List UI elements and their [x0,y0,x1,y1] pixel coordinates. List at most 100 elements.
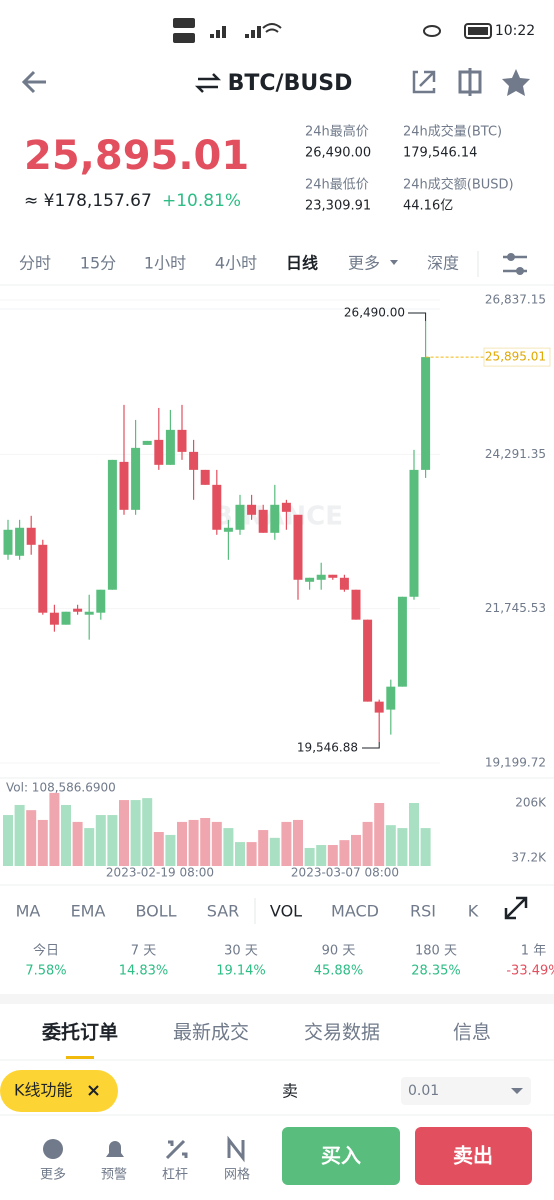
volume-tick-label: 37.2K [511,851,547,865]
back-button[interactable] [21,70,46,94]
indicator-tab[interactable]: VOL [270,902,302,921]
candle-body [212,484,222,530]
section-tab[interactable]: 交易数据 [304,1022,380,1044]
cny-price: ≈ ¥178,157.67 [24,191,152,211]
section-tab[interactable]: 委托订单 [41,1021,118,1044]
compare-icon[interactable] [458,68,482,96]
settings-icon [507,253,515,261]
indicator-tab[interactable]: BOLL [135,902,176,921]
order-side: 卖 [282,1082,298,1101]
kline-chip[interactable] [0,1070,118,1112]
candle-body [339,577,349,590]
volume-bar [327,845,338,866]
sell-button[interactable] [415,1127,532,1185]
candle-body [15,527,25,556]
interval-tab[interactable]: 4小时 [215,254,257,273]
section-tab[interactable]: 最新成交 [173,1022,249,1044]
sell-label: 卖出 [453,1144,493,1168]
nav-label[interactable]: 杠杆 [162,1167,188,1183]
period-change: 28.35% [411,964,461,979]
candle-body [374,701,384,713]
amount-select[interactable] [401,1077,531,1105]
candle-body [363,619,373,702]
candle-body [189,451,199,470]
candle-body [119,461,129,510]
volume-bar [165,834,176,866]
eye-icon [423,25,441,37]
battery-icon [464,23,492,39]
interval-tab[interactable]: 深度 [427,254,459,273]
volume-bar [153,831,164,866]
candle-body [328,574,338,578]
chip-close[interactable] [88,1085,99,1096]
interval-tab[interactable]: 日线 [286,254,318,273]
volume-bar [188,819,199,866]
signal-icon [245,26,261,38]
battery-level [468,27,488,35]
nav-label[interactable]: 预警 [101,1167,127,1183]
leverage-icon[interactable] [165,1139,188,1160]
candle-body [38,544,48,613]
indicator-tab[interactable]: MA [16,902,41,921]
period-change: 19.14% [216,964,266,979]
date-label: 2023-03-07 08:00 [291,866,399,880]
stat-value: 26,490.00 [305,146,371,161]
volume-bar [107,815,118,866]
high-label: 26,490.00 [344,306,405,320]
last-price-tag [483,347,551,367]
signal-icon [210,26,226,38]
indicator-tab[interactable]: K [468,902,479,921]
candle-body [281,502,291,512]
last-price-label: 25,895.01 [485,350,546,364]
y-tick-label: 26,837.15 [485,293,546,307]
share-icon[interactable] [412,70,436,94]
stat-value: 179,546.14 [403,146,477,161]
candle-body [142,440,152,445]
candle-body [397,596,407,687]
period-change: 14.83% [119,964,169,979]
favorite-icon[interactable] [502,69,530,96]
period-label: 1 年 [521,944,546,959]
interval-tab[interactable]: 1小时 [144,254,186,273]
indicator-tab[interactable]: MACD [331,902,379,921]
candle-body [49,612,59,625]
interval-tab[interactable]: 15分 [80,254,116,273]
interval-tab[interactable]: 更多 [348,254,380,273]
wifi-icon [262,23,282,33]
volume-bar [362,821,373,866]
volume-bar [142,798,153,866]
low-marker [362,741,380,749]
indicator-tab[interactable]: SAR [207,902,240,921]
nav-label[interactable]: 网格 [224,1167,250,1183]
nav-label[interactable]: 更多 [40,1167,66,1183]
volume-bar [37,819,48,866]
indicator-tab[interactable]: RSI [410,902,436,921]
y-tick-label: 24,291.35 [485,447,546,461]
separator [0,994,554,1004]
indicator-tab[interactable]: EMA [71,902,106,921]
candle-body [154,439,164,465]
volume-bar [211,821,222,866]
buy-button[interactable] [282,1127,400,1185]
section-tab[interactable]: 信息 [453,1022,491,1044]
candle-body [165,429,175,465]
candle-body [421,357,431,470]
candle-body [96,589,106,613]
grid-icon[interactable] [227,1135,245,1163]
volume-bar [200,817,211,866]
volume-bar [420,828,431,866]
candle-body [3,529,13,555]
alert-icon[interactable] [106,1141,124,1157]
stat-label: 24h最低价 [305,178,369,193]
volume-bar [351,834,361,866]
swap-icon[interactable] [194,73,222,93]
candle-body [316,574,326,580]
fullscreen-icon[interactable] [504,896,528,920]
volume-bar [95,815,106,866]
candle-body [258,509,268,533]
more-icon[interactable] [43,1139,63,1159]
candle-body [61,611,71,625]
volume-bar [72,821,83,866]
interval-tab[interactable]: 分时 [19,254,51,273]
